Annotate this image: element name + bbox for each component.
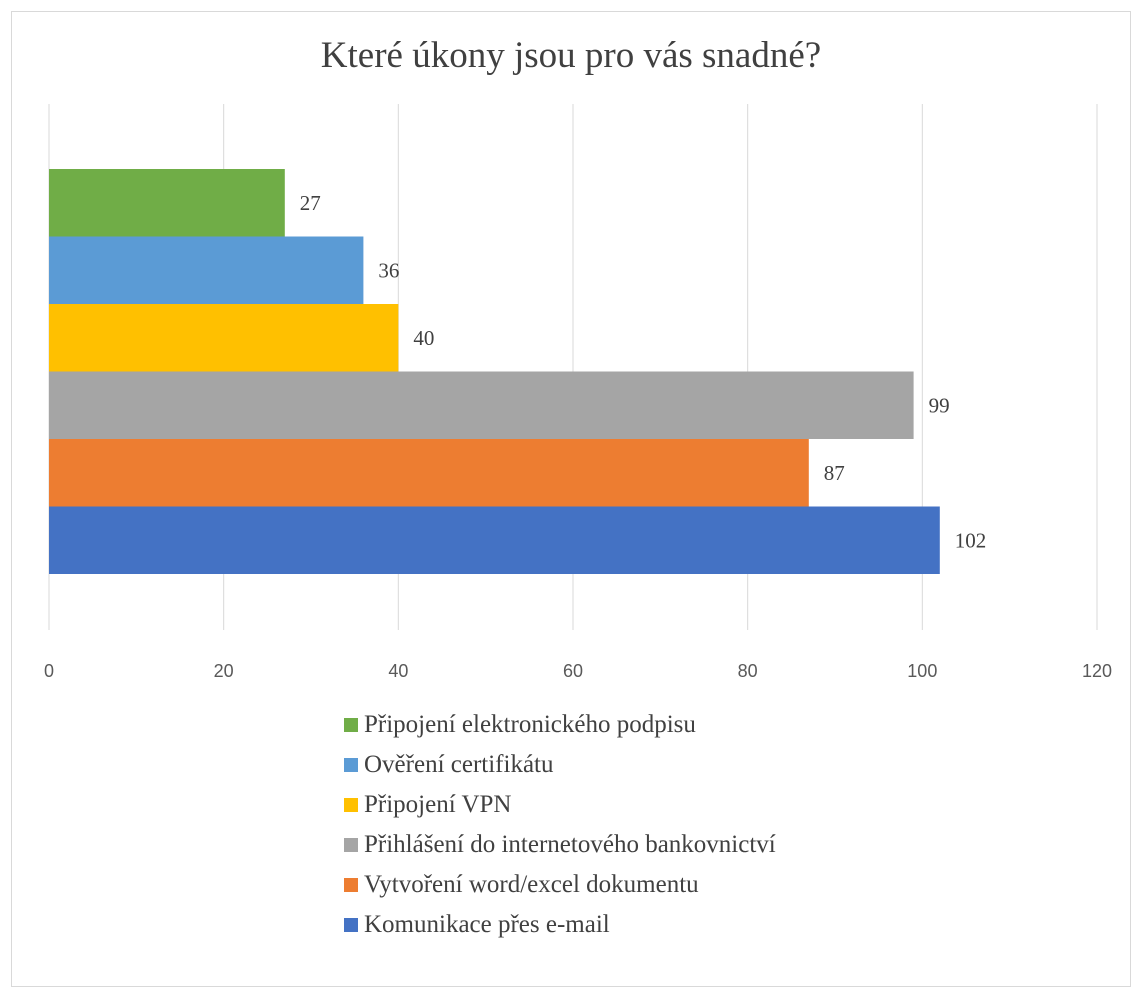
legend-label: Připojení elektronického podpisu [364, 711, 696, 738]
legend-label: Přihlášení do internetového bankovnictví [364, 831, 776, 858]
bar-4 [49, 371, 914, 439]
legend-label: Komunikace přes e-mail [364, 911, 610, 938]
bar-6 [49, 506, 940, 574]
x-tick-label: 120 [1082, 661, 1112, 681]
data-label-5: 87 [824, 461, 845, 485]
x-tick-label: 20 [214, 661, 234, 681]
bar-1 [49, 169, 285, 237]
data-labels: 27 36 40 99 87 102 [300, 191, 987, 553]
legend-item: Přihlášení do internetového bankovnictví [344, 825, 1044, 865]
legend: Připojení elektronického podpisu Ověření … [344, 705, 1044, 945]
bar-3 [49, 304, 399, 372]
legend-item: Vytvoření word/excel dokumentu [344, 865, 1044, 905]
legend-swatch [344, 838, 358, 852]
data-label-4: 99 [929, 393, 950, 417]
data-label-1: 27 [300, 191, 321, 215]
bar-5 [49, 439, 809, 507]
legend-label: Připojení VPN [364, 791, 512, 818]
x-tick-label: 60 [563, 661, 583, 681]
data-label-3: 40 [413, 326, 434, 350]
legend-item: Komunikace přes e-mail [344, 905, 1044, 945]
legend-swatch [344, 878, 358, 892]
x-tick-label: 100 [907, 661, 937, 681]
x-tick-label: 80 [738, 661, 758, 681]
legend-swatch [344, 798, 358, 812]
x-axis-tick-labels: 0 20 40 60 80 100 120 [44, 661, 1112, 681]
bars [49, 169, 940, 574]
legend-swatch [344, 718, 358, 732]
legend-item: Připojení elektronického podpisu [344, 705, 1044, 745]
data-label-2: 36 [378, 258, 399, 282]
legend-swatch [344, 918, 358, 932]
legend-label: Ověření certifikátu [364, 751, 554, 778]
x-tick-label: 40 [388, 661, 408, 681]
legend-swatch [344, 758, 358, 772]
legend-item: Ověření certifikátu [344, 745, 1044, 785]
bar-2 [49, 236, 364, 304]
chart-title: Které úkony jsou pro vás snadné? [320, 35, 822, 76]
x-tick-label: 0 [44, 661, 54, 681]
legend-item: Připojení VPN [344, 785, 1044, 825]
data-label-6: 102 [955, 528, 987, 552]
legend-label: Vytvoření word/excel dokumentu [364, 871, 699, 898]
